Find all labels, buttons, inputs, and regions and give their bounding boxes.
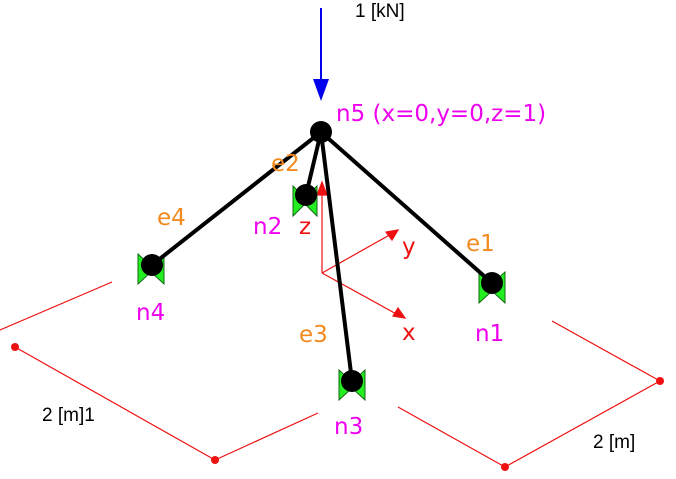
- x-axis-arrowhead: [392, 306, 407, 319]
- y-axis-line: [321, 232, 394, 274]
- grid-markers: [11, 343, 664, 471]
- grid-marker: [656, 377, 664, 385]
- element-label-e4: e4: [157, 205, 186, 231]
- element-labels: e1 e2 e3 e4: [157, 151, 495, 348]
- node-label-n3: n3: [334, 414, 363, 440]
- grid-line: [397, 406, 506, 468]
- node-labels: n5 (x=0,y=0,z=1) n1 n2 n3 n4: [136, 101, 546, 440]
- grid-line: [214, 412, 319, 461]
- grid-line: [14, 346, 216, 461]
- y-axis-arrowhead: [384, 229, 400, 242]
- node-label-n5: n5 (x=0,y=0,z=1): [336, 101, 546, 127]
- member-e1: [319, 130, 494, 285]
- grid-marker: [501, 463, 509, 471]
- axis-label-x: x: [402, 320, 416, 346]
- grid-marker: [211, 456, 219, 464]
- axis-label-z: z: [299, 214, 311, 240]
- load-arrow-head: [313, 79, 329, 101]
- member-e3: [319, 130, 354, 383]
- load-arrow: 1 [kN]: [313, 1, 405, 101]
- nodes: [141, 121, 503, 392]
- coordinate-axes: [316, 180, 407, 319]
- grid-marker: [11, 343, 19, 351]
- node-label-n2: n2: [253, 214, 282, 240]
- element-label-e3: e3: [299, 322, 328, 348]
- node-n1: [481, 272, 503, 294]
- grid-line: [504, 380, 661, 468]
- node-label-n1: n1: [475, 321, 504, 347]
- node-n2: [295, 184, 317, 206]
- ground-grid: [0, 281, 661, 468]
- load-label: 1 [kN]: [355, 1, 405, 22]
- z-axis-arrowhead: [316, 180, 328, 196]
- node-label-n4: n4: [136, 300, 165, 326]
- element-label-e1: e1: [466, 231, 495, 257]
- node-n3: [341, 370, 363, 392]
- dimension-label-left: 2 [m]1: [42, 405, 95, 426]
- axis-label-y: y: [402, 234, 416, 260]
- grid-line: [551, 320, 661, 382]
- node-n5: [310, 121, 332, 143]
- element-label-e2: e2: [271, 151, 300, 177]
- node-n4: [141, 254, 163, 276]
- axis-labels: x y z: [299, 214, 416, 346]
- grid-line: [0, 281, 113, 331]
- member-e4: [150, 130, 323, 267]
- x-axis-line: [321, 272, 401, 317]
- dimension-label-right: 2 [m]: [593, 432, 635, 453]
